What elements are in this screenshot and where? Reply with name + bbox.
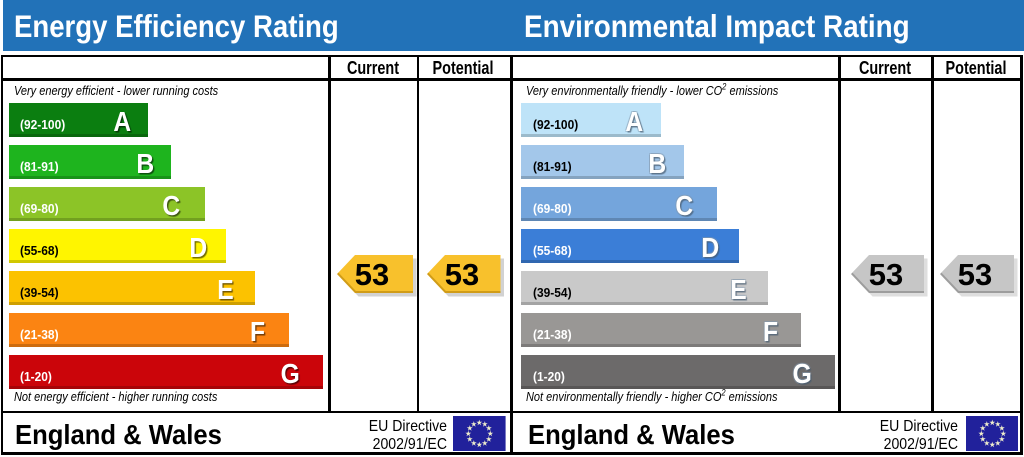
svg-text:53: 53 (958, 257, 992, 292)
svg-text:53: 53 (445, 257, 479, 292)
svg-text:53: 53 (869, 257, 903, 292)
svg-text:53: 53 (355, 257, 389, 292)
